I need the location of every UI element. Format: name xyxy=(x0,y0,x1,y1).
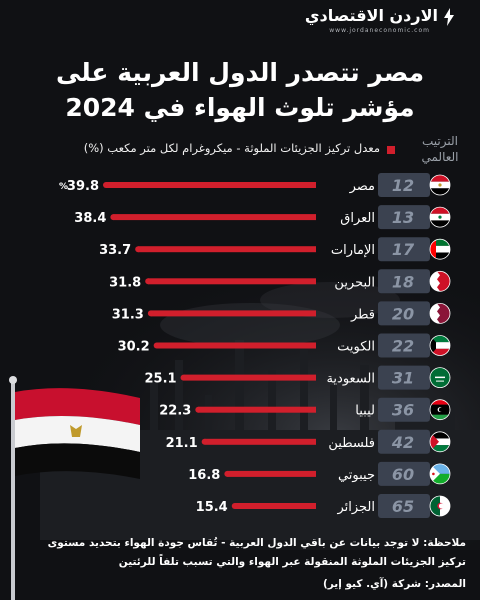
rank-label-9: 60 xyxy=(392,465,414,484)
uae-flag-icon xyxy=(429,238,451,260)
value-label-1: 38.4 xyxy=(74,211,106,226)
value-label-3: 31.8 xyxy=(109,275,141,290)
value-label-7: 22.3 xyxy=(159,404,191,419)
bar-2 xyxy=(138,246,316,253)
country-label-9: جيبوتي xyxy=(338,468,375,483)
country-label-8: فلسطين xyxy=(328,436,375,451)
palestine-flag-icon xyxy=(429,431,451,453)
value-label-2: 33.7 xyxy=(99,243,131,258)
country-label-0: مصر xyxy=(349,179,375,194)
value-label-10: 15.4 xyxy=(196,500,228,515)
rank-box-10 xyxy=(378,494,430,518)
kuwait-flag-icon xyxy=(429,335,451,356)
saudi-flag-icon xyxy=(429,367,451,389)
rank-box-9 xyxy=(378,461,430,486)
value-label-9: 16.8 xyxy=(188,468,220,483)
bar-0 xyxy=(106,182,316,188)
bar-6 xyxy=(183,374,316,381)
page-title-line1: مصر تتصدر الدول العربية على xyxy=(55,58,425,87)
value-label-8: 21.1 xyxy=(166,436,198,451)
bar-cap-7 xyxy=(195,406,202,413)
bar-4 xyxy=(150,310,316,317)
rank-label-7: 36 xyxy=(392,401,414,420)
bar-cap-4 xyxy=(147,310,154,317)
iraq-flag-icon xyxy=(429,206,451,228)
country-label-7: ليبيا xyxy=(355,404,375,419)
rank-label-4: 20 xyxy=(392,304,414,323)
rank-label-6: 31 xyxy=(392,369,414,388)
djibouti-flag-icon xyxy=(429,463,451,485)
bar-7 xyxy=(198,406,316,413)
source-text: المصدر: شركة (آي. كيو إير) xyxy=(322,578,466,590)
bar-9 xyxy=(227,470,316,477)
value-percent-sign: % xyxy=(59,182,68,192)
bar-cap-0 xyxy=(103,182,109,188)
value-label-4: 31.3 xyxy=(112,307,144,322)
country-label-5: الكويت xyxy=(337,340,375,355)
rank-box-7 xyxy=(378,397,430,422)
rank-box-8 xyxy=(378,429,430,454)
legend-swatch xyxy=(387,146,395,154)
page-title-line2: مؤشر تلوث الهواء في 2024 xyxy=(65,93,415,122)
bahrain-flag-icon xyxy=(429,270,451,292)
bar-5 xyxy=(156,342,316,349)
bar-cap-2 xyxy=(135,246,142,253)
rank-box-3 xyxy=(378,269,430,294)
value-label-5: 30.2 xyxy=(118,340,150,355)
legend-label: معدل تركيز الجزيئات الملوثة - ميكروغرام … xyxy=(83,141,380,155)
bar-cap-5 xyxy=(153,342,160,349)
bar-10 xyxy=(234,503,316,509)
rank-box-2 xyxy=(378,237,430,262)
egypt-flag-icon xyxy=(429,174,451,196)
bar-cap-3 xyxy=(145,278,152,285)
country-label-6: السعودية xyxy=(326,372,375,387)
country-label-10: الجزائر xyxy=(336,500,375,515)
rank-box-1 xyxy=(378,205,430,230)
bar-cap-1 xyxy=(110,214,117,221)
country-label-1: العراق xyxy=(340,211,375,226)
qatar-flag-icon xyxy=(429,302,451,324)
note-line1: ملاحظة: لا توجد بيانات عن باقي الدول الع… xyxy=(47,537,466,549)
country-label-2: الإمارات xyxy=(331,243,375,258)
value-label-6: 25.1 xyxy=(144,372,176,387)
rank-label-10: 65 xyxy=(392,497,414,516)
bar-cap-10 xyxy=(231,503,238,509)
lightning-icon xyxy=(444,8,454,26)
rank-label-5: 22 xyxy=(392,337,414,356)
rank-box-0 xyxy=(378,173,430,197)
rank-column-header: الترتيب العالمي xyxy=(421,134,459,164)
bar-8 xyxy=(204,438,316,445)
bar-3 xyxy=(148,278,316,285)
rank-box-5 xyxy=(378,333,430,358)
rank-label-3: 18 xyxy=(392,272,414,291)
rank-label-1: 13 xyxy=(392,208,414,227)
country-label-3: البحرين xyxy=(334,275,375,290)
brand-site: www.jordaneconomic.com xyxy=(329,27,430,34)
bar-1 xyxy=(113,214,316,221)
rank-box-6 xyxy=(378,365,430,390)
libya-flag-icon xyxy=(429,399,451,421)
rank-box-4 xyxy=(378,301,430,326)
rank-label-0: 12 xyxy=(392,176,414,195)
note-line2: تركيز الجزيئات الملوثة المنقولة عبر الهو… xyxy=(118,556,466,568)
bar-cap-9 xyxy=(224,470,231,477)
country-label-4: قطر xyxy=(350,307,375,322)
rank-label-2: 17 xyxy=(392,240,415,259)
algeria-flag-icon xyxy=(429,495,451,517)
bar-cap-6 xyxy=(180,374,187,381)
value-label-0: 39.8 xyxy=(67,179,99,194)
rank-label-8: 42 xyxy=(391,433,414,452)
bar-cap-8 xyxy=(201,438,208,445)
brand-logo: الاردن الاقتصادي xyxy=(304,6,439,25)
